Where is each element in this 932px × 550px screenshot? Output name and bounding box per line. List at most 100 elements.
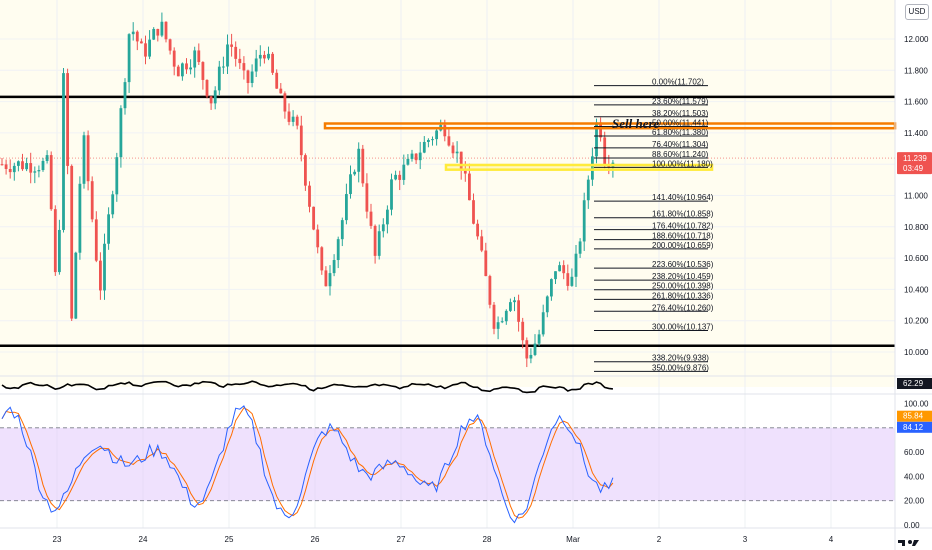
candle-body[interactable] [324,270,328,287]
candle-body[interactable] [156,28,160,36]
candle-body[interactable] [513,300,516,303]
candle-body[interactable] [0,164,4,166]
candle-body[interactable] [176,66,180,77]
candle-body[interactable] [234,46,238,59]
candle-body[interactable] [8,169,12,173]
candle-body[interactable] [263,54,266,59]
candle-body[interactable] [525,340,529,359]
candle-body[interactable] [386,209,389,225]
candle-body[interactable] [410,153,414,159]
candle-body[interactable] [517,300,520,322]
candle-body[interactable] [394,174,397,180]
candle-body[interactable] [258,54,262,59]
candle-body[interactable] [160,21,164,36]
candle-body[interactable] [459,151,463,171]
candle-body[interactable] [119,108,123,158]
candle-body[interactable] [103,243,106,291]
candle-body[interactable] [529,354,533,359]
candle-body[interactable] [213,90,217,104]
candle-body[interactable] [340,220,344,240]
candle-body[interactable] [447,136,451,146]
candle-body[interactable] [369,211,373,226]
candle-body[interactable] [345,194,348,221]
candle-body[interactable] [353,171,356,175]
candle-body[interactable] [336,239,340,261]
candle-body[interactable] [595,122,598,157]
candle-body[interactable] [365,183,369,212]
candle-body[interactable] [21,161,24,170]
candle-body[interactable] [152,28,156,40]
candle-body[interactable] [476,223,479,237]
candle-body[interactable] [295,116,299,126]
candle-body[interactable] [492,304,496,329]
candle-body[interactable] [361,148,365,184]
candle-body[interactable] [504,310,508,322]
candle-body[interactable] [4,164,8,170]
candle-body[interactable] [603,137,607,166]
candle-body[interactable] [496,322,500,329]
candle-body[interactable] [308,185,311,207]
candle-body[interactable] [226,44,229,67]
candle-body[interactable] [115,157,119,195]
candle-body[interactable] [279,88,283,94]
candle-body[interactable] [373,225,377,256]
candle-body[interactable] [164,21,168,40]
candle-body[interactable] [500,321,504,323]
candle-body[interactable] [127,34,131,83]
candle-body[interactable] [390,179,393,210]
candle-body[interactable] [472,200,475,224]
candle-body[interactable] [193,50,197,68]
candle-body[interactable] [484,250,488,277]
candle-body[interactable] [349,174,352,195]
candle-body[interactable] [283,93,287,112]
candle-body[interactable] [570,276,574,286]
candle-body[interactable] [422,141,426,153]
candle-body[interactable] [550,279,553,297]
candle-body[interactable] [33,171,37,173]
candle-body[interactable] [82,135,86,184]
candle-body[interactable] [566,273,570,286]
candle-body[interactable] [304,155,307,186]
candle-body[interactable] [254,58,258,72]
candle-body[interactable] [197,50,201,63]
candle-body[interactable] [316,229,320,248]
candle-body[interactable] [66,73,69,166]
candle-body[interactable] [451,145,455,154]
candle-body[interactable] [250,71,254,83]
candle-body[interactable] [17,161,20,166]
candle-body[interactable] [537,334,541,344]
candle-body[interactable] [209,96,213,104]
candle-body[interactable] [578,241,582,254]
candle-body[interactable] [201,62,205,80]
candle-body[interactable] [25,163,28,170]
candles[interactable] [0,12,615,368]
candle-body[interactable] [70,165,74,319]
currency-selector[interactable]: USD [905,4,929,20]
candle-body[interactable] [135,31,139,42]
candle-body[interactable] [312,206,315,230]
candle-body[interactable] [217,66,221,91]
candle-body[interactable] [545,296,549,313]
candle-body[interactable] [78,183,82,253]
candle-body[interactable] [230,44,233,47]
candle-body[interactable] [599,122,602,138]
candle-body[interactable] [123,82,127,109]
candle-body[interactable] [463,170,467,174]
candle-body[interactable] [521,321,525,341]
candle-body[interactable] [41,160,45,171]
candle-body[interactable] [381,224,385,232]
candle-body[interactable] [148,39,151,57]
candle-body[interactable] [554,271,557,280]
candle-body[interactable] [533,343,537,355]
candle-body[interactable] [53,209,57,273]
candle-body[interactable] [591,156,594,180]
candle-body[interactable] [271,53,274,73]
candle-body[interactable] [582,200,586,242]
candle-body[interactable] [181,63,184,77]
candle-body[interactable] [140,41,143,44]
candle-body[interactable] [435,130,438,140]
candle-body[interactable] [443,125,447,137]
candle-body[interactable] [94,219,98,261]
candle-body[interactable] [222,66,225,68]
candle-body[interactable] [320,247,324,271]
